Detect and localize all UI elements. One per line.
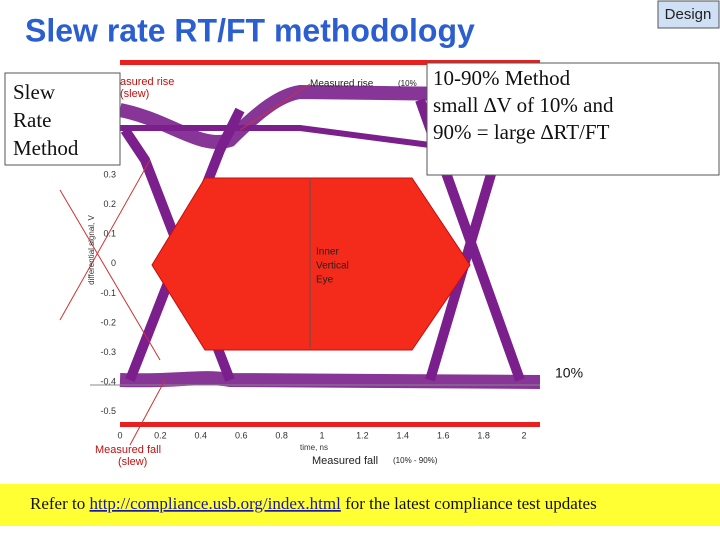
note-text: small ∆V of 10% and — [433, 93, 614, 117]
footer-text: for the latest compliance test updates — [341, 494, 597, 513]
trace — [119, 371, 541, 389]
x-tick-label: 1.6 — [437, 430, 450, 440]
left-box-text: Rate — [13, 108, 51, 132]
x-tick-label: 1.2 — [356, 430, 369, 440]
pointer — [239, 83, 311, 131]
eye-label: Eye — [316, 275, 334, 286]
x-tick-label: 1.4 — [397, 430, 410, 440]
annotation: Measured fall — [312, 455, 378, 467]
ticks: 0.3 0.2 0.1 0 -0.1 -0.2 -0.3 -0.4 -0.5 0 0.2 0.4 0.6… — [100, 169, 526, 440]
annotation: (10% — [398, 79, 417, 88]
trace — [120, 125, 431, 148]
y-axis-label: differential signal, V — [87, 215, 96, 285]
left-box-text: Method — [13, 136, 79, 160]
eye-label: Vertical — [316, 261, 349, 272]
bottom-band — [120, 422, 540, 427]
badge: Design — [665, 6, 712, 23]
x-tick-label: 0.6 — [235, 430, 248, 440]
footer-band — [0, 484, 720, 526]
x-tick-label: 0 — [117, 430, 122, 440]
slide-title: Slew rate RT/FT methodology — [25, 12, 475, 48]
x-tick-label: 0.4 — [195, 430, 208, 440]
left-box-text: Slew — [13, 80, 56, 104]
annotation: Measured fall — [95, 444, 161, 456]
x-tick-label: 0.2 — [154, 430, 167, 440]
annotation: (slew) — [118, 456, 147, 468]
trace — [125, 107, 245, 382]
eye-mask — [151, 177, 471, 351]
y-tick-label: -0.2 — [100, 317, 116, 327]
y-tick-label: 0.2 — [103, 199, 116, 209]
badge-box — [657, 0, 720, 29]
annotation: (slew) — [120, 88, 149, 100]
y-tick-label: -0.3 — [100, 347, 116, 357]
note-text: 90% = large ∆RT/FT — [433, 120, 610, 144]
left-box — [4, 72, 121, 166]
y-tick-label: 0.1 — [103, 229, 116, 239]
footer-link[interactable]: http://compliance.usb.org/index.html — [89, 494, 341, 513]
x-tick-label: 1 — [319, 430, 324, 440]
y-tick-label: 0.3 — [103, 169, 116, 179]
pointer — [129, 379, 166, 446]
note-box — [426, 62, 720, 176]
x-tick-label: 0.8 — [275, 430, 288, 440]
note-text: 10-90% Method — [433, 66, 571, 90]
annotation: asured rise — [120, 76, 174, 88]
pointer — [59, 159, 151, 321]
annotation: (10% - 90%) — [393, 456, 438, 465]
y-tick-label: -0.5 — [100, 406, 116, 416]
x-tick-label: 2 — [521, 430, 526, 440]
x-tick-label: 1.8 — [477, 430, 490, 440]
y-tick-label: -0.4 — [100, 377, 116, 387]
top-band — [120, 60, 540, 65]
y-tick-label: -0.1 — [100, 288, 116, 298]
eye-label: Inner — [316, 247, 339, 258]
footer: Refer to http://compliance.usb.org/index… — [30, 494, 597, 513]
y-tick-label: 0 — [111, 258, 116, 268]
footer-text: Refer to — [30, 494, 89, 513]
pointer — [59, 189, 161, 361]
level-label: 10% — [555, 365, 583, 381]
x-axis-label: time, ns — [300, 443, 328, 452]
annotation: Measured rise — [310, 79, 374, 90]
